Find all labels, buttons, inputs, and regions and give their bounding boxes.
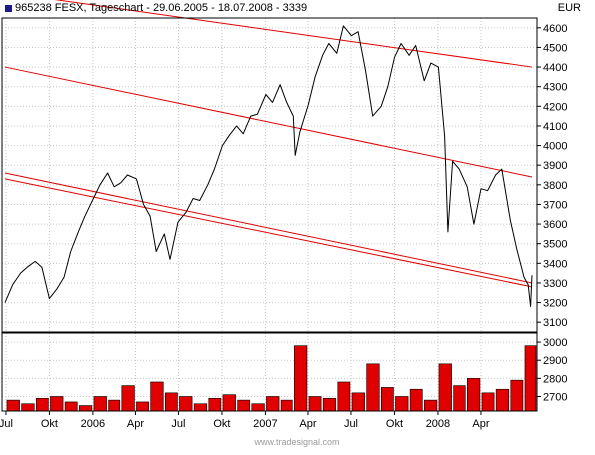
price-panel-frame [1, 17, 538, 333]
volume-bar [337, 381, 351, 412]
x-tick-label: Okt [213, 418, 230, 430]
y-tick-label: 4100 [543, 121, 567, 133]
volume-bar [351, 392, 365, 412]
volume-bar [467, 378, 481, 412]
watermark: www.tradesignal.com [253, 437, 339, 447]
volume-bar [438, 363, 452, 412]
volume-bar [308, 396, 322, 412]
channel-line [4, 178, 533, 288]
y-tick-label: 2800 [543, 373, 567, 385]
volume-bar [366, 363, 380, 412]
x-tick-label: Apr [299, 418, 316, 430]
y-tick-label: 2700 [543, 391, 567, 403]
volume-bars [6, 345, 537, 412]
x-tick-label: Apr [472, 418, 489, 430]
currency-label: EUR [557, 2, 581, 14]
volume-bar [481, 392, 495, 412]
volume-bar [322, 398, 337, 412]
x-tick-label: 2008 [426, 418, 450, 430]
volume-bar [495, 388, 510, 412]
x-tick-label: Apr [127, 418, 144, 430]
volume-bar [93, 396, 107, 412]
grid [2, 18, 537, 411]
y-tick-label: 3300 [543, 278, 567, 290]
channel-line [54, 0, 533, 68]
y-tick-label: 3600 [543, 219, 567, 231]
channel-line [4, 66, 533, 178]
channel-line [4, 172, 533, 284]
volume-bar [280, 399, 293, 412]
y-tick-label: 4300 [543, 82, 567, 94]
volume-bar [294, 345, 308, 412]
volume-bar [108, 399, 121, 412]
y-tick-label: 4500 [543, 42, 567, 54]
volume-bar [164, 392, 178, 412]
y-tick-label: 4400 [543, 62, 567, 74]
volume-bar [6, 399, 20, 412]
volume-bar [222, 394, 236, 412]
y-tick-label: 3400 [543, 258, 567, 270]
volume-bar [208, 398, 222, 412]
y-tick-label: 3100 [543, 317, 567, 329]
x-tick-label: Okt [386, 418, 403, 430]
x-tick-label: 2006 [81, 418, 105, 430]
y-tick-label: 4000 [543, 141, 567, 153]
volume-bar [395, 396, 409, 412]
y-tick-label: 4200 [543, 101, 567, 113]
y-tick-label: 3500 [543, 239, 567, 251]
volume-bar [21, 403, 35, 412]
x-tick-label: Okt [41, 418, 58, 430]
volume-bar [179, 396, 193, 412]
x-axis: Jul Okt 2006 Apr Jul Okt 2007 Apr Jul Okt 2008 Apr [0, 411, 490, 430]
volume-bar [64, 401, 78, 412]
volume-bar [78, 405, 93, 412]
y-axis: 3100 3200 3300 3400 3500 3600 3700 3800 3900 4000… [537, 23, 567, 403]
volume-bar [266, 396, 280, 412]
volume-bar [251, 403, 265, 412]
y-tick-label: 3900 [543, 160, 567, 172]
y-tick-label: 3700 [543, 199, 567, 211]
volume-bar [35, 398, 49, 412]
x-tick-label: 2007 [253, 418, 277, 430]
channel-lines [4, 0, 533, 288]
volume-bar [380, 387, 394, 412]
volume-bar [136, 401, 149, 412]
volume-bar [121, 385, 135, 412]
y-tick-label: 2900 [543, 355, 567, 367]
volume-bar [409, 388, 423, 412]
volume-bar [50, 396, 64, 412]
x-tick-label: Jul [344, 418, 358, 430]
plot-frame [1, 17, 538, 412]
y-tick-label: 3200 [543, 298, 567, 310]
volume-bar [510, 379, 524, 412]
chart-title: 965238 FESX, Tageschart - 29.06.2005 - 1… [15, 2, 308, 14]
volume-panel-frame [1, 332, 538, 412]
volume-bar [423, 399, 438, 412]
volume-bar [524, 345, 537, 412]
volume-bar [150, 381, 164, 412]
volume-bar [237, 399, 251, 412]
series-marker-icon [5, 5, 12, 12]
y-tick-label: 4600 [543, 23, 567, 35]
volume-bar [193, 403, 208, 412]
x-tick-label: Jul [0, 418, 13, 430]
y-tick-label: 3800 [543, 180, 567, 192]
price-line [4, 25, 533, 307]
x-tick-label: Jul [171, 418, 185, 430]
volume-bar [453, 385, 466, 412]
y-tick-label: 3000 [543, 337, 567, 349]
price-series [4, 25, 533, 307]
